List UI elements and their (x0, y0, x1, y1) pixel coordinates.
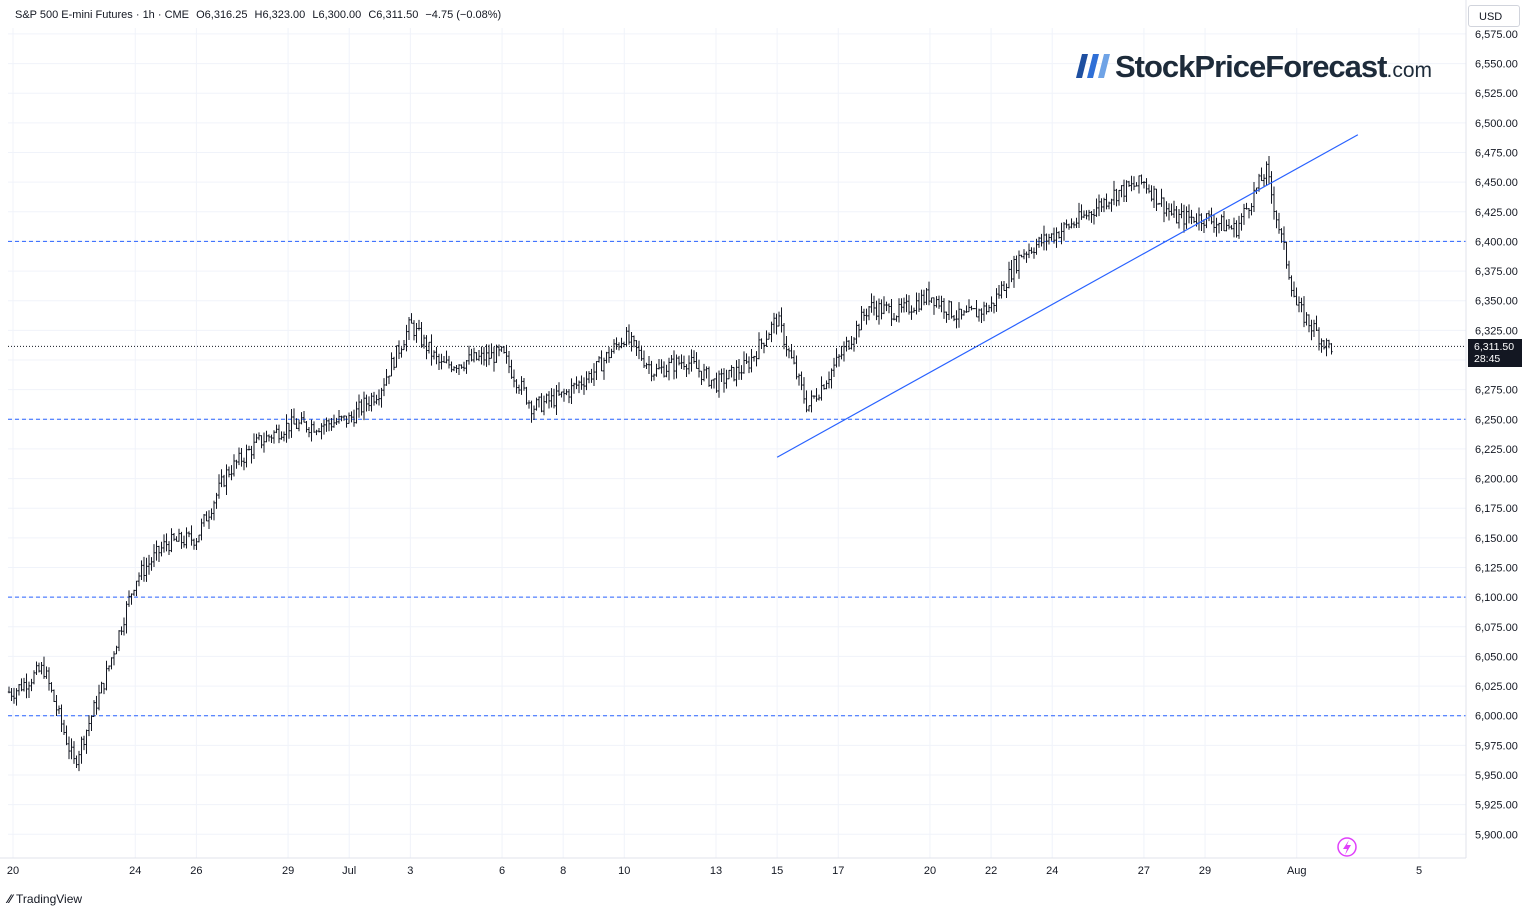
price-tick-label: 5,975.00 (1475, 740, 1518, 752)
currency-button[interactable]: USD (1468, 5, 1520, 27)
price-tick-label: 5,950.00 (1475, 770, 1518, 782)
last-price-label: 6,311.50 28:45 (1468, 339, 1522, 367)
time-tick-label: 6 (499, 865, 505, 877)
time-tick-label: 24 (129, 865, 141, 877)
time-tick-label: 5 (1416, 865, 1422, 877)
time-tick-label: 8 (560, 865, 566, 877)
lightning-icon[interactable] (1337, 837, 1357, 857)
time-tick-label: 29 (282, 865, 294, 877)
time-tick-label: 20 (924, 865, 936, 877)
price-tick-label: 6,125.00 (1475, 563, 1518, 575)
chart-grid (8, 28, 1466, 858)
time-tick-label: 27 (1138, 865, 1150, 877)
price-tick-label: 6,425.00 (1475, 207, 1518, 219)
price-tick-label: 6,275.00 (1475, 385, 1518, 397)
time-tick-label: 17 (832, 865, 844, 877)
time-tick-label: 15 (771, 865, 783, 877)
tradingview-logo-icon: ⁄⁄ (8, 892, 13, 906)
price-tick-label: 6,000.00 (1475, 711, 1518, 723)
time-tick-label: 22 (985, 865, 997, 877)
price-tick-label: 6,175.00 (1475, 503, 1518, 515)
price-tick-label: 6,500.00 (1475, 118, 1518, 130)
price-tick-label: 5,925.00 (1475, 800, 1518, 812)
price-tick-label: 6,350.00 (1475, 296, 1518, 308)
price-axis[interactable]: 5,900.00 5,925.00 5,950.00 5,975.00 6,000.00… (1465, 0, 1518, 858)
price-tick-label: 6,025.00 (1475, 681, 1518, 693)
price-tick-label: 6,400.00 (1475, 236, 1518, 248)
logo: StockPriceForecast.com (1115, 49, 1432, 85)
close-value: C6,311.50 (368, 9, 419, 21)
price-tick-label: 6,525.00 (1475, 88, 1518, 100)
time-axis[interactable]: 20 24 26 29 Jul 3 6 8 10 13 15 17 20 22 24 27 29 Aug 5 (0, 857, 1466, 877)
bar-countdown: 28:45 (1474, 353, 1501, 365)
symbol-header[interactable]: S&P 500 E-mini Futures · 1h · CME O6,316… (15, 9, 505, 21)
time-tick-label: Aug (1287, 865, 1307, 877)
last-price-value: 6,311.50 (1474, 341, 1515, 353)
horizontal-levels (8, 240, 1466, 717)
price-tick-label: 6,450.00 (1475, 177, 1518, 189)
time-tick-label: 10 (618, 865, 630, 877)
price-tick-label: 6,075.00 (1475, 622, 1518, 634)
price-tick-label: 6,575.00 (1475, 29, 1518, 41)
high-value: H6,323.00 (254, 9, 306, 21)
tradingview-label: TradingView (16, 892, 83, 906)
price-tick-label: 6,225.00 (1475, 444, 1518, 456)
logo-slash-icon (1076, 54, 1110, 78)
price-tick-label: 5,900.00 (1475, 829, 1518, 841)
trendline-segment (776, 134, 1359, 458)
logo-name: StockPriceForecast (1115, 49, 1387, 84)
price-tick-label: 6,150.00 (1475, 533, 1518, 545)
change-value: −4.75 (−0.08%) (425, 9, 502, 21)
time-tick-label: 20 (7, 865, 19, 877)
symbol-title: S&P 500 E-mini Futures · 1h · CME (15, 9, 190, 21)
tradingview-brand[interactable]: ⁄⁄ TradingView (8, 892, 82, 906)
price-tick-label: 6,475.00 (1475, 148, 1518, 160)
time-tick-label: 29 (1199, 865, 1211, 877)
price-tick-label: 6,200.00 (1475, 474, 1518, 486)
time-tick-label: Jul (342, 865, 356, 877)
low-value: L6,300.00 (312, 9, 362, 21)
open-value: O6,316.25 (196, 9, 248, 21)
price-tick-label: 6,250.00 (1475, 414, 1518, 426)
price-tick-label: 6,100.00 (1475, 592, 1518, 604)
time-tick-label: 26 (190, 865, 202, 877)
price-tick-label: 6,550.00 (1475, 59, 1518, 71)
time-tick-label: 3 (407, 865, 413, 877)
price-tick-label: 6,325.00 (1475, 325, 1518, 337)
price-tick-label: 6,050.00 (1475, 651, 1518, 663)
logo-suffix: .com (1386, 59, 1432, 82)
time-tick-label: 24 (1046, 865, 1058, 877)
price-tick-label: 6,375.00 (1475, 266, 1518, 278)
time-tick-label: 13 (710, 865, 722, 877)
ohlc-bars (7, 155, 1333, 772)
trendline[interactable] (776, 134, 1359, 458)
